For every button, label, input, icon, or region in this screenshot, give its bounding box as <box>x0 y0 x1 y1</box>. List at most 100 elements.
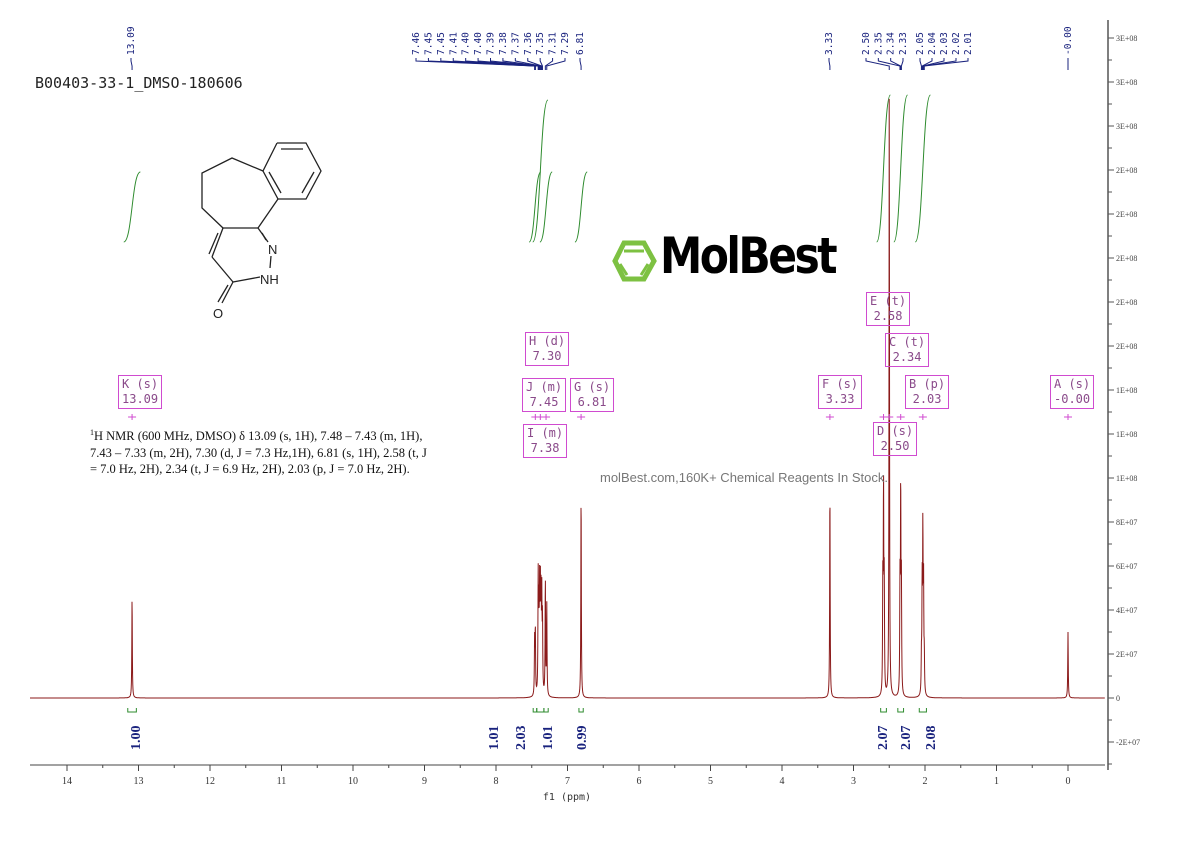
peak-leader-line <box>900 58 904 70</box>
peak-leader-line <box>877 58 901 70</box>
peak-leader-line <box>919 58 922 70</box>
integral-value: 2.08 <box>924 726 939 751</box>
multiplet-label: I (m) <box>527 426 564 440</box>
x-tick-label: 0 <box>1066 776 1071 787</box>
y-tick-label: 2E+08 <box>1116 298 1137 307</box>
y-tick-label: -2E+07 <box>1116 738 1140 747</box>
integral-value: 0.99 <box>575 726 590 751</box>
integral-curve <box>123 171 141 243</box>
peak-leader-line <box>890 58 902 70</box>
integral-curve <box>893 94 909 243</box>
peak-label: 2.50 <box>861 32 872 55</box>
peak-label: 7.40 <box>473 32 484 55</box>
multiplet-shift: 7.38 <box>530 441 560 455</box>
peak-leader-line <box>477 58 540 70</box>
x-tick-label: 8 <box>494 776 499 787</box>
multiplet-box-k: K (s) 13.09 <box>118 375 163 409</box>
multiplet-shift: 2.03 <box>912 392 942 406</box>
multiplet-shift: 6.81 <box>577 395 607 409</box>
nmr-description-text: H NMR (600 MHz, DMSO) δ 13.09 (s, 1H), 7… <box>90 429 427 477</box>
peak-label: 7.31 <box>548 32 559 55</box>
peak-label: 7.45 <box>423 32 434 55</box>
integral-curves <box>123 94 931 243</box>
x-tick-label: 2 <box>923 776 928 787</box>
y-tick-label: 3E+08 <box>1116 122 1137 131</box>
multiplet-marker <box>825 414 834 420</box>
multiplet-box-g: G (s) 6.81 <box>570 378 615 412</box>
peak-leader-line <box>544 58 554 70</box>
multiplet-marker <box>536 414 545 420</box>
y-tick-label: 2E+08 <box>1116 254 1137 263</box>
integral-bracket <box>897 708 905 713</box>
atom-label-o: O <box>213 306 223 321</box>
multiplet-shift: -0.00 <box>1054 392 1091 406</box>
multiplet-label: D (s) <box>877 424 914 438</box>
y-tick-label: 4E+07 <box>1116 606 1137 615</box>
multiplet-shift: 2.34 <box>892 350 922 364</box>
y-tick-label: 2E+08 <box>1116 210 1137 219</box>
integral-curve <box>876 94 891 243</box>
y-tick-label: 0 <box>1116 694 1120 703</box>
peak-label: 2.34 <box>886 32 897 55</box>
peak-leader-line <box>921 58 933 70</box>
peak-label: 2.05 <box>915 32 926 55</box>
peak-label: 7.37 <box>510 32 521 55</box>
integral-curve <box>532 99 549 243</box>
molbest-logo-icon <box>612 240 657 282</box>
peak-leader-line <box>527 58 543 70</box>
peak-leader-line <box>865 58 890 70</box>
integral-curve <box>574 171 588 243</box>
peak-leader-line <box>923 58 969 70</box>
peak-label: 6.81 <box>575 32 586 55</box>
multiplet-marker <box>577 414 586 420</box>
x-tick-label: 6 <box>637 776 642 787</box>
peak-leader-line <box>514 58 542 70</box>
integral-value: 1.01 <box>487 726 502 751</box>
peak-label: 7.46 <box>411 32 422 55</box>
peak-leader-line <box>130 58 133 70</box>
multiplet-shift: 7.30 <box>532 349 562 363</box>
integral-bracket <box>543 708 549 713</box>
multiplet-box-i: I (m) 7.38 <box>523 424 568 458</box>
y-axis: 3E+08 3E+08 3E+08 2E+08 2E+08 2E+08 2E+08 2E+08… <box>1107 20 1140 770</box>
multiplet-label: B (p) <box>909 377 946 391</box>
atom-label-n: N <box>268 242 277 257</box>
multiplet-marker <box>896 414 905 420</box>
y-tick-label: 2E+07 <box>1116 650 1137 659</box>
multiplet-box-d: D (s) 2.50 <box>873 422 918 456</box>
multiplet-label: E (t) <box>870 294 907 308</box>
x-tick-label: 4 <box>780 776 785 787</box>
peak-label: 2.04 <box>927 32 938 55</box>
y-tick-label: 3E+08 <box>1116 34 1137 43</box>
x-tick-label: 1 <box>994 776 999 787</box>
integral-bracket <box>578 708 584 713</box>
integral-value: 2.03 <box>514 726 529 751</box>
watermark-logo: MolBest <box>660 227 838 285</box>
y-tick-label: 2E+08 <box>1116 342 1137 351</box>
peak-leader-line <box>490 58 541 70</box>
peak-label: 7.36 <box>523 32 534 55</box>
spectrum-title: B00403-33-1_DMSO-180606 <box>35 74 243 92</box>
multiplet-shift: 3.33 <box>825 392 855 406</box>
molecule-structure <box>201 142 322 304</box>
multiplet-label: G (s) <box>574 380 611 394</box>
integral-value: 1.01 <box>541 726 556 751</box>
peak-leader-line <box>502 58 541 70</box>
multiplet-marker <box>918 414 927 420</box>
peak-label: 2.01 <box>963 32 974 55</box>
multiplet-box-h: H (d) 7.30 <box>525 332 570 366</box>
integral-value: 1.00 <box>129 726 144 751</box>
multiplet-label: C (t) <box>889 335 926 349</box>
peak-label: 7.39 <box>486 32 497 55</box>
multiplet-label: K (s) <box>122 377 159 391</box>
x-tick-label: 10 <box>348 776 358 787</box>
multiplet-shift: 7.45 <box>529 395 559 409</box>
y-tick-label: 3E+08 <box>1116 78 1137 87</box>
peak-leader-line <box>922 58 945 70</box>
integral-value: 2.07 <box>876 726 891 751</box>
peak-label: 2.35 <box>873 32 884 55</box>
y-tick-label: 8E+07 <box>1116 518 1137 527</box>
y-tick-label: 1E+08 <box>1116 474 1137 483</box>
integral-value: 2.07 <box>899 726 914 751</box>
